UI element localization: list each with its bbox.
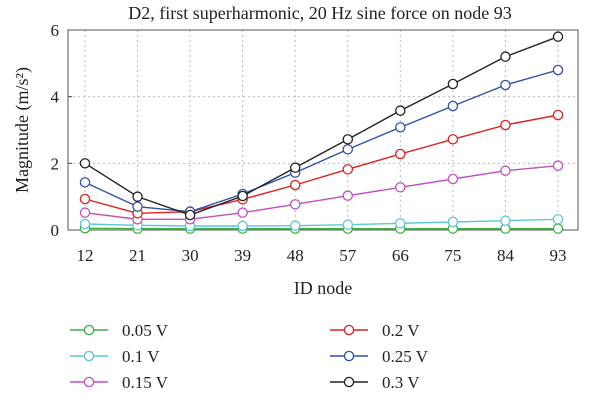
data-point	[342, 144, 354, 155]
data-point	[395, 122, 406, 133]
data-point	[237, 190, 248, 202]
legend-item: 0.1 V	[70, 347, 160, 366]
data-point	[79, 158, 91, 169]
x-tick-label: 66	[392, 246, 409, 265]
x-tick-label: 75	[444, 246, 461, 265]
plot-frame	[67, 29, 579, 231]
data-point	[395, 148, 406, 160]
legend-label: 0.25 V	[382, 347, 429, 366]
y-tick-label: 2	[51, 154, 60, 173]
legend-label: 0.1 V	[122, 347, 160, 366]
data-point	[500, 215, 511, 226]
x-tick-label: 21	[129, 246, 146, 265]
data-point	[500, 119, 511, 131]
chart-title: D2, first superharmonic, 20 Hz sine forc…	[128, 3, 511, 23]
legend-item: 0.15 V	[70, 373, 169, 392]
data-point	[500, 165, 511, 176]
series-line	[84, 69, 559, 213]
x-tick-labels: 12 21 30 39 48 57 66 75 84 93	[77, 246, 567, 265]
series-group	[79, 31, 564, 234]
data-point	[79, 193, 91, 205]
data-point	[342, 134, 354, 145]
legend-item: 0.3 V	[330, 373, 420, 392]
x-axis-label: ID node	[294, 278, 352, 298]
data-point	[447, 173, 459, 185]
legend-marker	[83, 324, 95, 336]
data-point	[342, 219, 354, 230]
legend-item: 0.05 V	[70, 321, 169, 340]
data-point	[552, 31, 564, 42]
data-point	[552, 214, 564, 225]
data-point	[132, 201, 143, 212]
y-tick-label: 4	[51, 88, 60, 107]
data-point	[552, 160, 564, 171]
data-point	[552, 109, 564, 121]
x-tick-label: 93	[550, 246, 567, 265]
data-point	[289, 220, 301, 231]
legend-marker	[83, 376, 95, 388]
data-point	[289, 179, 301, 191]
data-point	[552, 64, 564, 76]
data-point	[184, 209, 196, 221]
series-line	[84, 114, 559, 215]
series-line	[84, 164, 559, 221]
data-point	[447, 100, 459, 112]
series-0-3-v	[79, 31, 564, 221]
data-point	[395, 105, 406, 116]
data-point	[237, 207, 248, 218]
x-tick-label: 84	[497, 246, 515, 265]
legend-label: 0.2 V	[382, 321, 420, 340]
data-point	[447, 216, 459, 228]
data-point	[289, 199, 301, 210]
data-point	[237, 220, 248, 232]
y-tick-label: 0	[51, 221, 60, 240]
series-0-25-v	[79, 64, 564, 217]
data-point	[395, 218, 406, 229]
series-line	[84, 36, 559, 216]
x-tick-label: 30	[182, 246, 199, 265]
y-tick-labels: 0 2 4 6	[51, 21, 60, 240]
series-0-15-v	[79, 160, 564, 225]
data-point	[79, 207, 91, 218]
data-point	[447, 134, 459, 145]
data-point	[79, 218, 91, 230]
data-point	[500, 51, 511, 62]
data-point	[79, 177, 91, 188]
series-0-1-v	[79, 214, 564, 232]
x-tick-label: 48	[287, 246, 304, 265]
data-point	[447, 78, 459, 90]
x-tick-label: 39	[234, 246, 251, 265]
data-point	[342, 164, 354, 175]
data-point	[395, 182, 406, 193]
legend-label: 0.3 V	[382, 373, 420, 392]
legend-label: 0.05 V	[122, 321, 169, 340]
x-tick-label: 57	[339, 246, 357, 265]
y-tick-label: 6	[51, 21, 60, 40]
legend-item: 0.2 V	[330, 321, 420, 340]
data-point	[500, 79, 511, 91]
data-point	[342, 190, 354, 201]
data-point	[289, 162, 301, 173]
legend-marker	[83, 350, 95, 362]
legend-label: 0.15 V	[122, 373, 169, 392]
data-point	[132, 191, 143, 202]
y-axis-label: Magnitude (m/s²)	[12, 67, 33, 193]
legend-marker	[343, 324, 355, 336]
x-tick-label: 12	[77, 246, 94, 265]
legend-item: 0.25 V	[330, 347, 429, 366]
legend: 0.05 V 0.1 V 0.15 V 0.2 V 0.25 V 0.3 V	[70, 321, 429, 392]
legend-marker	[343, 376, 355, 388]
data-point	[552, 223, 564, 234]
legend-marker	[343, 350, 355, 362]
series-line	[84, 218, 559, 227]
